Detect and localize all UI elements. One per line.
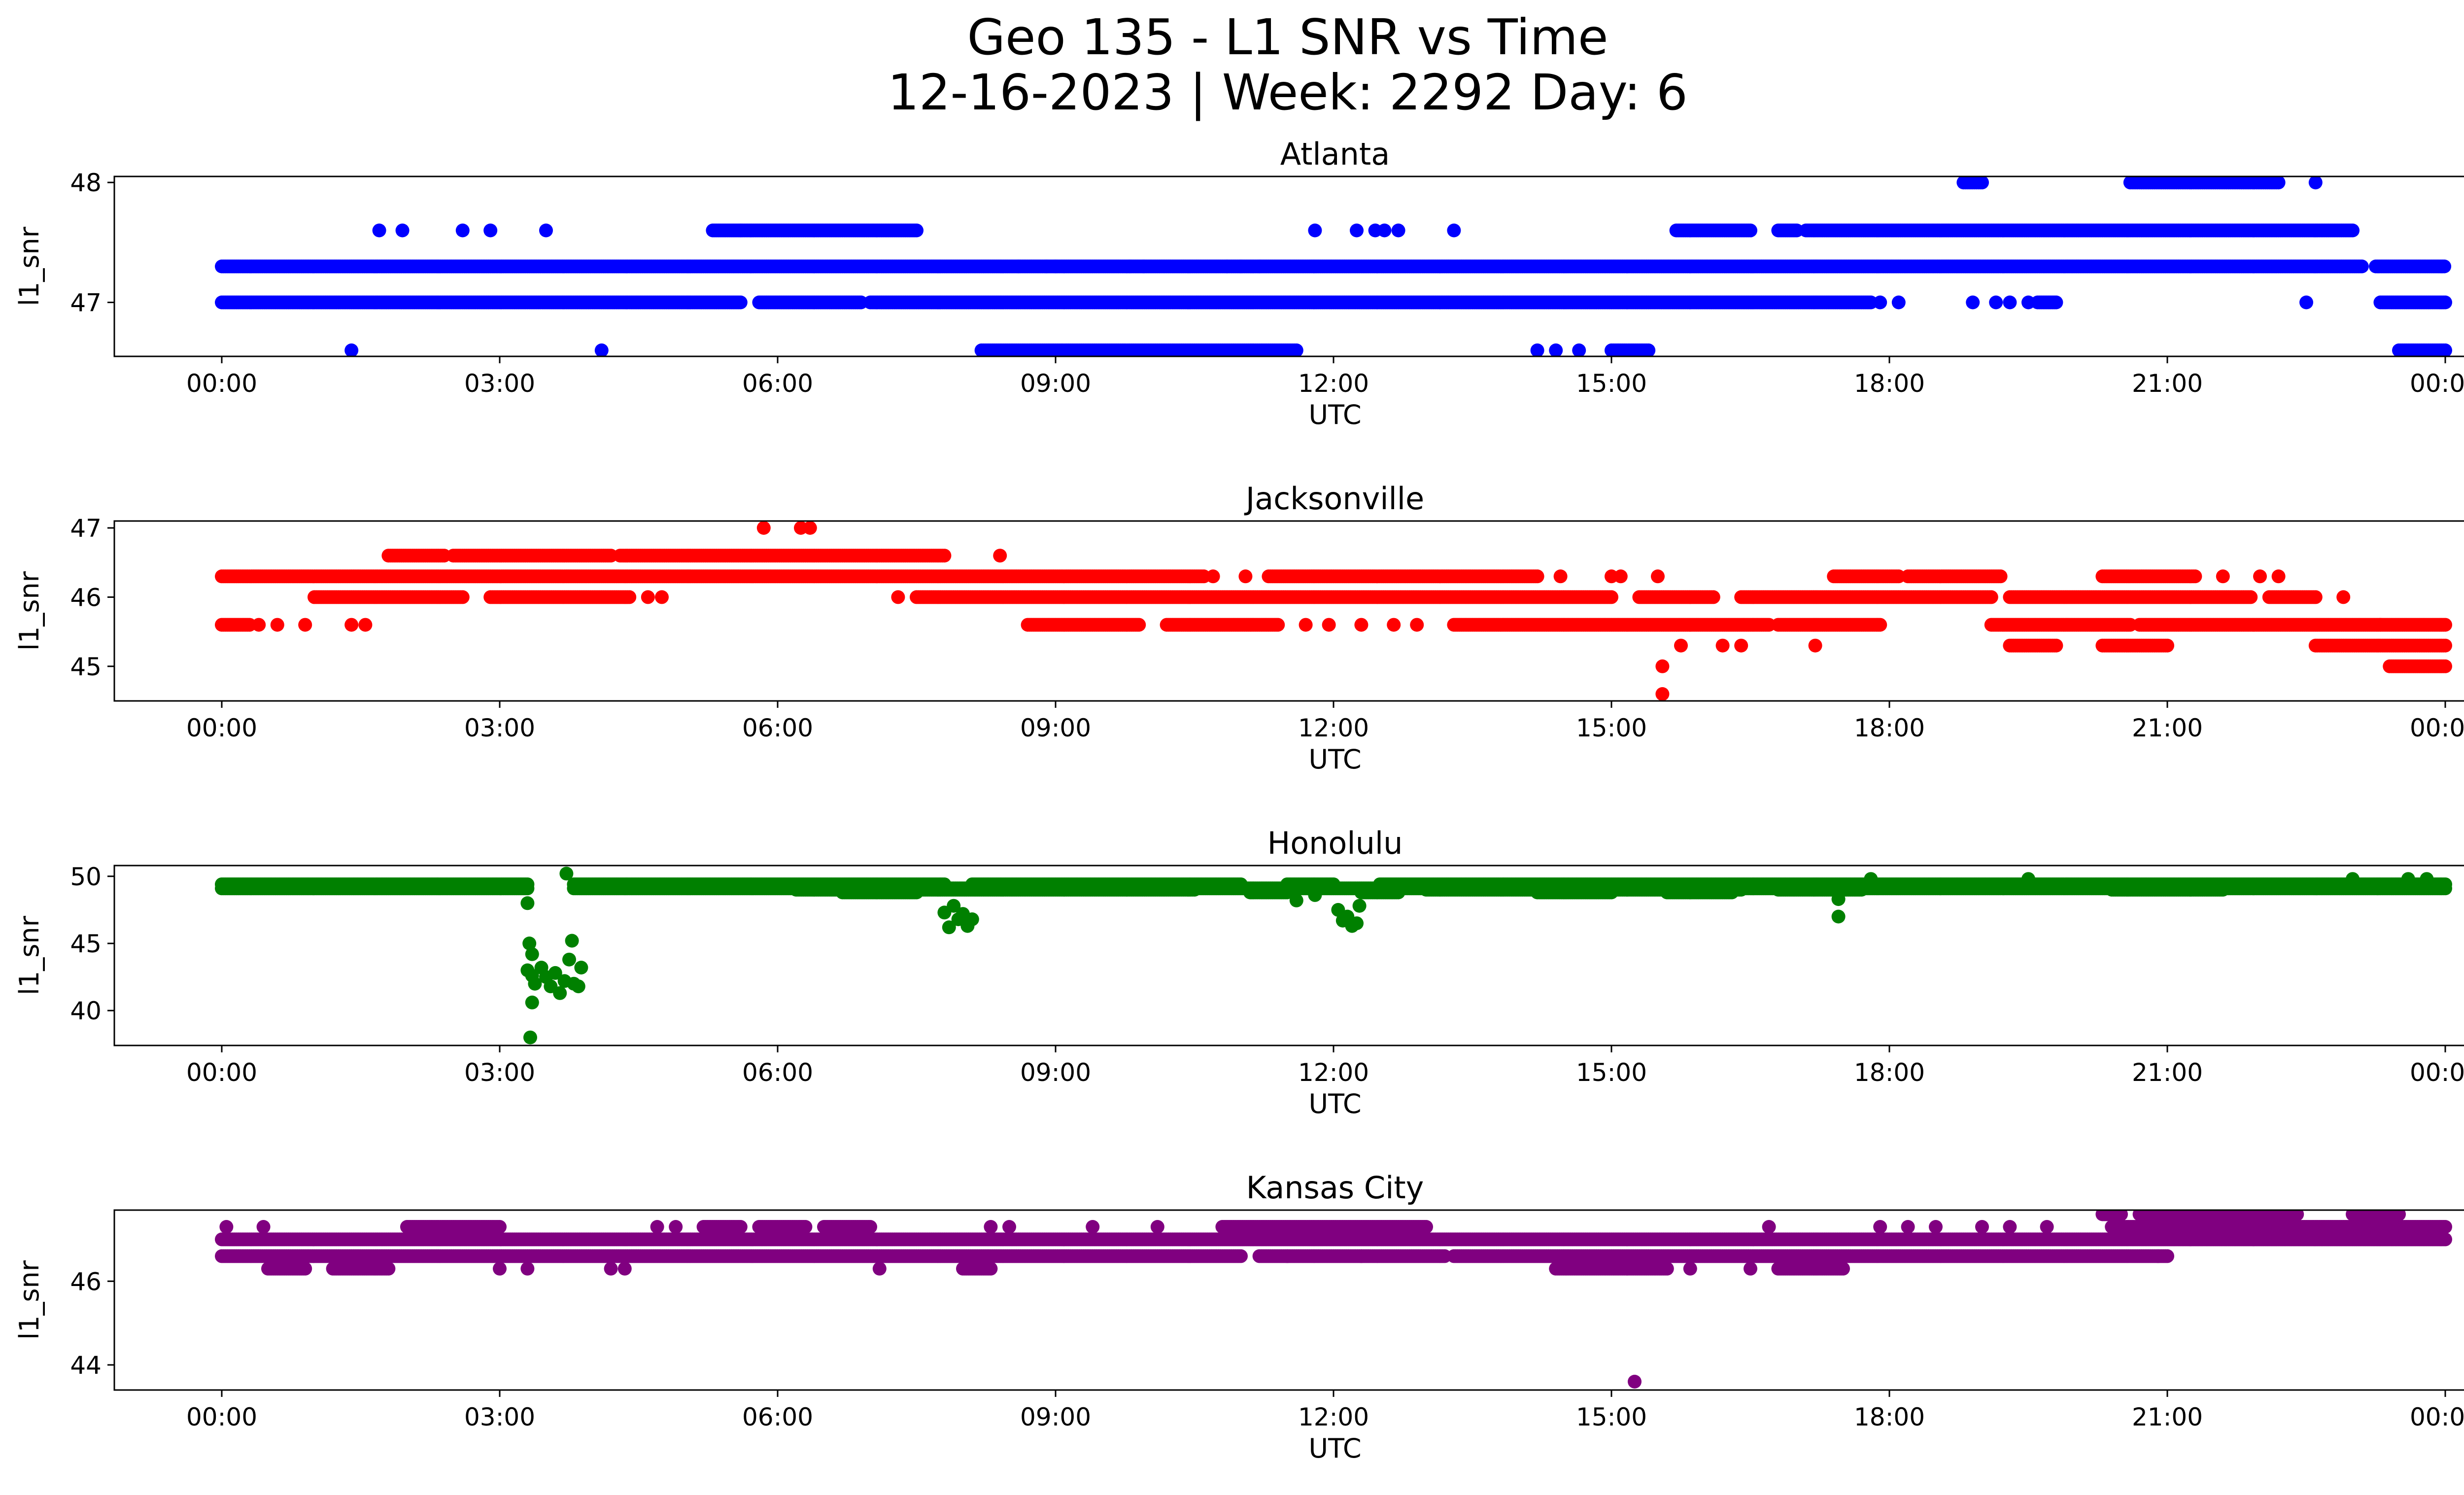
data-point xyxy=(2021,295,2035,310)
data-point xyxy=(1891,295,1906,310)
x-tick-label: 00:00 xyxy=(2410,369,2464,398)
data-point xyxy=(2244,590,2258,604)
x-tick-label: 00:00 xyxy=(186,369,257,398)
data-point xyxy=(2271,176,2286,190)
data-point xyxy=(1011,259,1026,274)
data-point xyxy=(1234,259,1248,274)
data-point xyxy=(1873,295,1887,310)
y-axis-label: l1_snr xyxy=(14,226,45,306)
data-point xyxy=(1530,569,1544,584)
x-axis-label: UTC xyxy=(1308,399,1361,430)
figure-title-line2: 12-16-2023 | Week: 2292 Day: 6 xyxy=(888,64,1687,121)
y-tick-label: 47 xyxy=(70,289,102,317)
data-point xyxy=(1744,223,1757,238)
data-point xyxy=(1993,569,2008,584)
data-point xyxy=(910,223,924,238)
data-point xyxy=(1447,223,1461,238)
data-point xyxy=(1049,259,1062,274)
x-tick-label: 06:00 xyxy=(742,369,813,398)
data-point xyxy=(2438,343,2452,356)
data-point xyxy=(594,343,609,356)
axes-frame xyxy=(113,175,2464,357)
data-point xyxy=(2308,176,2323,190)
data-point xyxy=(455,590,470,604)
x-tick-label: 21:00 xyxy=(2132,369,2203,398)
data-point xyxy=(2438,295,2452,310)
data-point xyxy=(2355,259,2369,274)
scatter-series xyxy=(215,521,2452,701)
data-point xyxy=(372,223,386,238)
data-point xyxy=(733,295,748,310)
data-point xyxy=(539,223,553,238)
x-tick-label: 03:00 xyxy=(464,369,535,398)
data-point xyxy=(2299,295,2313,310)
data-point xyxy=(1530,343,1544,356)
subplot-title: Atlanta xyxy=(1280,136,1390,172)
data-point xyxy=(1572,343,1586,356)
data-point xyxy=(1123,259,1137,274)
data-point xyxy=(1377,223,1392,238)
data-point xyxy=(1136,259,1151,274)
data-point xyxy=(2003,295,2017,310)
data-point xyxy=(1605,590,1618,604)
data-point xyxy=(1706,590,1720,604)
data-point xyxy=(1975,176,1989,190)
data-point xyxy=(1989,295,2003,310)
data-point xyxy=(1308,223,1322,238)
data-point xyxy=(1984,590,1998,604)
data-point xyxy=(1289,343,1303,356)
data-point xyxy=(2049,295,2063,310)
data-point xyxy=(1350,223,1364,238)
data-point xyxy=(483,223,498,238)
x-tick-label: 12:00 xyxy=(1298,369,1369,398)
data-point xyxy=(395,223,410,238)
data-point xyxy=(1966,295,1980,310)
x-tick-label: 18:00 xyxy=(1854,369,1925,398)
data-point xyxy=(344,343,359,356)
subplot-atlanta: Atlanta 00:00 03:00 06:00 09:00 12:00 15:00 18:… xyxy=(14,136,2464,430)
data-point xyxy=(2346,223,2360,238)
x-tick-label: 09:00 xyxy=(1020,369,1091,398)
data-point xyxy=(937,549,952,563)
y-tick-label: 48 xyxy=(70,169,102,197)
data-point xyxy=(622,590,637,604)
data-point xyxy=(2308,590,2323,604)
subplot-grid: Atlanta 00:00 03:00 06:00 09:00 12:00 15:00 18:… xyxy=(14,136,2464,1464)
data-point xyxy=(1391,223,1405,238)
data-point xyxy=(455,223,470,238)
data-point xyxy=(1220,259,1234,274)
figure-title-line1: Geo 135 - L1 SNR vs Time xyxy=(967,8,1608,66)
data-point xyxy=(2188,569,2202,584)
data-point xyxy=(1252,259,1266,274)
x-tick-label: 15:00 xyxy=(1576,369,1647,398)
data-point xyxy=(2437,259,2452,274)
scatter-series xyxy=(215,176,2452,356)
data-point xyxy=(1642,343,1656,356)
subplot-title: Jacksonville xyxy=(1244,481,1424,517)
data-point xyxy=(1549,343,1563,356)
